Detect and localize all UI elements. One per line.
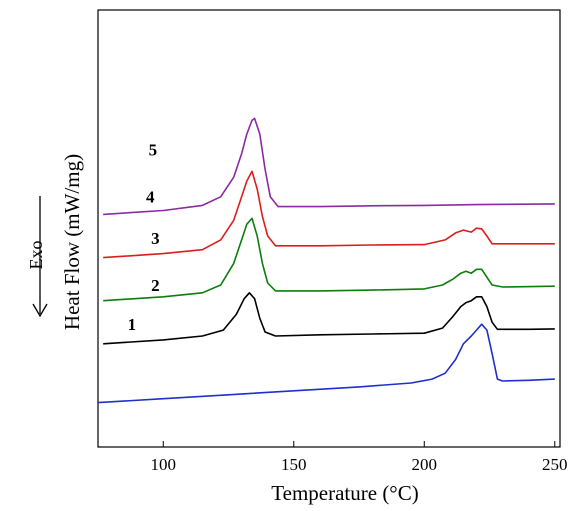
series-label-5: 5 [149, 141, 158, 160]
axes-box [97, 9, 561, 448]
x-tick-label: 100 [151, 455, 177, 474]
x-axis-ticks: 100 150 200 250 [151, 441, 568, 474]
x-tick-label: 250 [542, 455, 568, 474]
series-curve-2 [103, 292, 555, 345]
series-curve-3 [103, 217, 555, 302]
x-tick-label: 200 [412, 455, 438, 474]
exo-label: Exo [26, 241, 46, 270]
series-curve-1 [97, 323, 555, 404]
x-tick-label: 150 [281, 455, 307, 474]
series-label-3: 3 [151, 229, 160, 248]
curves [97, 117, 555, 404]
x-axis-label: Temperature (°C) [271, 481, 418, 505]
y-axis-label: Heat Flow (mW/mg) [60, 154, 84, 330]
exo-arrow-head [32, 303, 48, 318]
plot-frame [97, 9, 561, 448]
series-label-4: 4 [146, 188, 155, 207]
series-curve-4 [103, 170, 555, 259]
series-label-2: 2 [151, 276, 160, 295]
series-label-1: 1 [128, 315, 137, 334]
exo-arrow [32, 196, 48, 318]
series-curve-5 [103, 117, 555, 216]
series-labels: 1 2 3 4 5 [128, 141, 160, 334]
